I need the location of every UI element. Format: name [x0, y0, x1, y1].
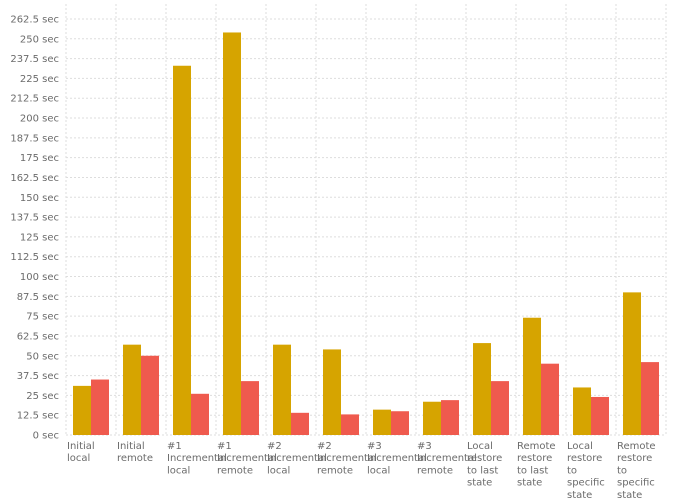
x-tick-label: #1 Incremental remote [217, 441, 277, 476]
y-tick-label: 112.5 sec [10, 252, 59, 263]
bar-series-2 [141, 355, 159, 435]
x-tick-label: Remote restore to specific state [617, 441, 656, 500]
y-tick-label: 137.5 sec [10, 213, 59, 224]
y-tick-label: 37.5 sec [17, 371, 59, 382]
y-tick-label: 225 sec [20, 74, 59, 85]
bar-series-2 [491, 381, 509, 435]
y-tick-label: 212.5 sec [10, 94, 59, 105]
bar-series-2 [241, 381, 259, 435]
y-tick-label: 87.5 sec [17, 292, 59, 303]
bar-series-1 [273, 344, 291, 435]
x-tick-label: Local restore to last state [467, 441, 502, 489]
bar-series-2 [591, 396, 609, 435]
y-tick-label: 175 sec [20, 153, 59, 164]
y-tick-label: 0 sec [33, 431, 59, 442]
bar-series-1 [223, 32, 241, 436]
x-axis: Initial local Initial remote #1 Incremental lo… [67, 441, 656, 500]
bar-series-2 [441, 400, 459, 435]
bar-series-1 [373, 409, 391, 435]
x-tick-label: #3 Incremental local [367, 441, 427, 476]
y-tick-label: 162.5 sec [10, 173, 59, 184]
bar-series-2 [641, 362, 659, 435]
bar-series-1 [523, 317, 541, 435]
x-tick-label: Initial local [67, 441, 95, 464]
y-tick-label: 100 sec [20, 272, 59, 283]
y-axis: 0 sec 12.5 sec 25 sec 37.5 sec 50 sec 62.5 se… [10, 15, 59, 442]
y-tick-label: 125 sec [20, 232, 59, 243]
x-tick-label: #1 Incremental local [167, 441, 227, 476]
y-tick-label: 50 sec [26, 351, 59, 362]
y-tick-label: 250 sec [20, 34, 59, 45]
y-tick-label: 150 sec [20, 193, 59, 204]
y-tick-label: 12.5 sec [17, 411, 59, 422]
bar-series-2 [391, 411, 409, 435]
x-tick-label: #2 Incremental local [267, 441, 327, 476]
x-tick-label: Remote restore to last state [517, 441, 556, 489]
bar-series-1 [123, 344, 141, 435]
bar-series-1 [323, 349, 341, 435]
x-tick-label: Initial remote [117, 441, 153, 464]
y-tick-label: 237.5 sec [10, 54, 59, 65]
bar-series-2 [541, 363, 559, 435]
bar-series-1 [473, 343, 491, 435]
y-tick-label: 200 sec [20, 114, 59, 125]
bar-series-2 [341, 414, 359, 435]
x-tick-label: Local restore to specific state [567, 441, 605, 500]
grid [65, 4, 667, 436]
y-tick-label: 25 sec [26, 391, 59, 402]
y-tick-label: 62.5 sec [17, 331, 59, 342]
x-tick-label: #2 Incremental remote [317, 441, 377, 476]
bar-series-1 [73, 385, 91, 435]
bar-series-2 [191, 393, 209, 435]
bars [73, 32, 659, 436]
bar-series-1 [623, 292, 641, 435]
bar-series-1 [573, 387, 591, 435]
bar-series-1 [423, 401, 441, 435]
y-tick-label: 262.5 sec [10, 15, 59, 26]
bar-series-2 [291, 412, 309, 435]
bar-series-2 [91, 379, 109, 435]
bar-series-1 [173, 65, 191, 435]
x-tick-label: #3 Incremental remote [417, 441, 477, 476]
y-tick-label: 187.5 sec [10, 133, 59, 144]
y-tick-label: 75 sec [26, 312, 59, 323]
